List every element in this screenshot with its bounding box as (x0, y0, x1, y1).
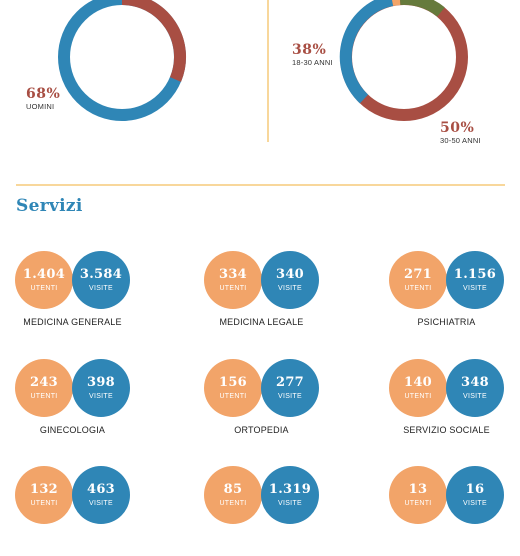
visits-count: 340 (275, 266, 305, 282)
users-label: UTENTI (30, 392, 58, 400)
service-item: 140 UTENTI 348 VISITE SERVIZIO SOCIALE (389, 359, 520, 449)
visits-circle: 3.584 VISITE (72, 251, 130, 309)
visits-count: 463 (86, 481, 116, 497)
men-label: UOMINI (26, 102, 55, 111)
service-item: 156 UTENTI 277 VISITE ORTOPEDIA (204, 359, 364, 449)
users-circle: 334 UTENTI (204, 251, 262, 309)
users-count: 85 (223, 481, 243, 497)
visits-circle: 277 VISITE (261, 359, 319, 417)
service-item: 85 UTENTI 1.319 VISITE (204, 466, 364, 556)
service-name: ORTOPEDIA (234, 425, 289, 435)
users-circle: 156 UTENTI (204, 359, 262, 417)
visits-label: VISITE (463, 284, 487, 292)
age-18-30-label: 18-30 ANNI (292, 58, 333, 67)
visits-label: VISITE (463, 392, 487, 400)
visits-count: 1.319 (268, 481, 312, 497)
gender-donut-chart (58, 0, 187, 121)
age-18-30-percent: 38% (292, 42, 327, 58)
visits-count: 16 (465, 481, 485, 497)
age-30-50-percent: 50% (440, 120, 475, 136)
users-circle: 85 UTENTI (204, 466, 262, 524)
users-label: UTENTI (404, 392, 432, 400)
service-item: 271 UTENTI 1.156 VISITE PSICHIATRIA (389, 251, 520, 341)
age-30-50-label: 30-50 ANNI (440, 136, 481, 145)
visits-circle: 398 VISITE (72, 359, 130, 417)
visits-count: 3.584 (79, 266, 123, 282)
visits-circle: 16 VISITE (446, 466, 504, 524)
users-count: 13 (408, 481, 428, 497)
visits-count: 277 (275, 374, 305, 390)
visits-label: VISITE (278, 284, 302, 292)
visits-count: 348 (460, 374, 490, 390)
age-donut-chart (339, 0, 468, 121)
users-count: 334 (218, 266, 248, 282)
service-name: MEDICINA LEGALE (219, 317, 304, 327)
visits-circle: 463 VISITE (72, 466, 130, 524)
service-item: 1.404 UTENTI 3.584 VISITE MEDICINA GENER… (15, 251, 175, 341)
users-circle: 243 UTENTI (15, 359, 73, 417)
users-circle: 13 UTENTI (389, 466, 447, 524)
age-donut-18-30-segment (339, 0, 394, 104)
age-donut-olive-segment (400, 0, 445, 17)
visits-label: VISITE (89, 392, 113, 400)
users-circle: 271 UTENTI (389, 251, 447, 309)
visits-circle: 1.319 VISITE (261, 466, 319, 524)
horizontal-divider (16, 184, 505, 186)
users-count: 156 (218, 374, 248, 390)
visits-count: 1.156 (453, 266, 497, 282)
users-circle: 132 UTENTI (15, 466, 73, 524)
users-count: 140 (403, 374, 433, 390)
service-name: PSICHIATRIA (417, 317, 476, 327)
users-circle: 1.404 UTENTI (15, 251, 73, 309)
visits-circle: 348 VISITE (446, 359, 504, 417)
visits-circle: 1.156 VISITE (446, 251, 504, 309)
visits-label: VISITE (278, 392, 302, 400)
service-name: GINECOLOGIA (39, 425, 106, 435)
services-title: Servizi (16, 196, 83, 216)
service-item: 132 UTENTI 463 VISITE (15, 466, 175, 556)
users-label: UTENTI (30, 284, 58, 292)
vertical-divider (267, 0, 269, 142)
visits-label: VISITE (89, 284, 113, 292)
users-label: UTENTI (404, 284, 432, 292)
men-percent: 68% (26, 86, 61, 102)
service-item: 13 UTENTI 16 VISITE (389, 466, 520, 556)
users-label: UTENTI (219, 392, 247, 400)
users-count: 243 (29, 374, 59, 390)
gender-donut-women-segment (121, 0, 187, 82)
visits-circle: 340 VISITE (261, 251, 319, 309)
users-count: 132 (29, 481, 59, 497)
users-circle: 140 UTENTI (389, 359, 447, 417)
visits-count: 398 (86, 374, 116, 390)
service-name: MEDICINA GENERALE (23, 317, 122, 327)
users-count: 1.404 (22, 266, 66, 282)
service-item: 334 UTENTI 340 VISITE MEDICINA LEGALE (204, 251, 364, 341)
service-item: 243 UTENTI 398 VISITE GINECOLOGIA (15, 359, 175, 449)
users-count: 271 (403, 266, 433, 282)
service-name: SERVIZIO SOCIALE (403, 425, 490, 435)
users-label: UTENTI (219, 284, 247, 292)
